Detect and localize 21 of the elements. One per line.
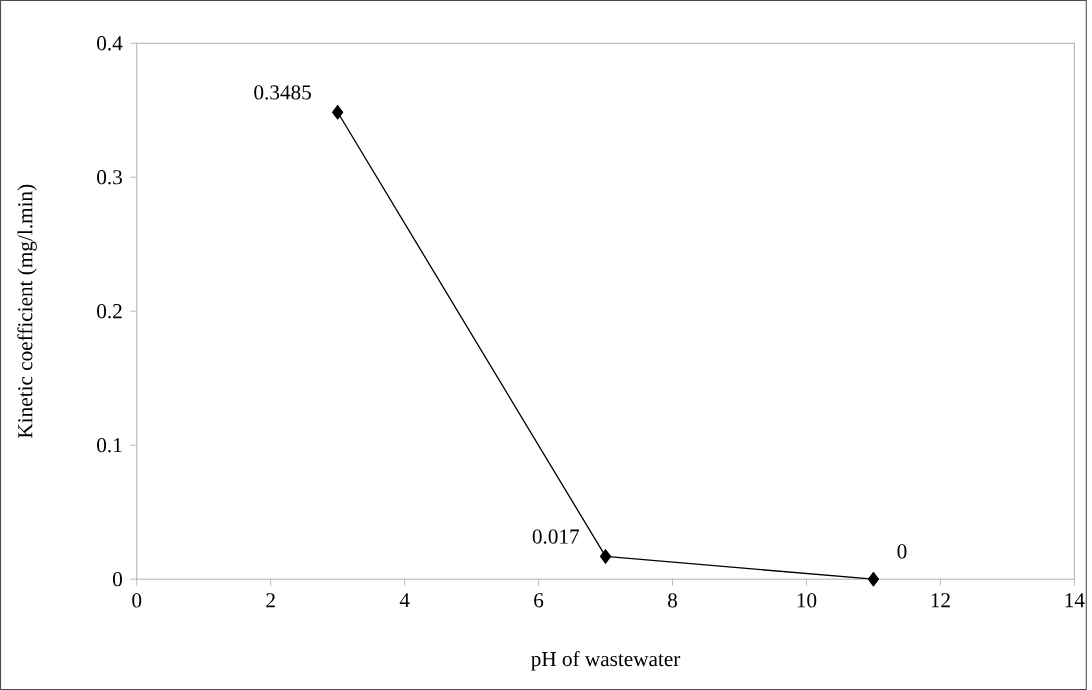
y-tick-label: 0.1 [97, 437, 122, 453]
x-tick-label: 2 [266, 593, 275, 608]
x-axis-title: pH of wastewater [531, 651, 681, 671]
x-tick-label: 14 [1065, 593, 1085, 608]
x-tick-label: 4 [399, 593, 410, 608]
x-tick-label: 12 [931, 593, 950, 608]
y-axis-title: Kinetic coefficient (mg/l.min) [17, 184, 37, 438]
y-tick-label: 0.4 [97, 36, 123, 51]
y-tick-label: 0 [112, 572, 122, 587]
data-label: 0 [897, 544, 907, 559]
x-tick-label: 0 [132, 593, 142, 608]
x-tick-label: 10 [797, 593, 817, 608]
point [599, 549, 612, 564]
y-tick-label: 0.2 [97, 304, 122, 319]
data-label: 0.017 [532, 529, 580, 544]
x-tick-label: 6 [534, 593, 544, 608]
point [867, 571, 880, 587]
data-label: 0.3485 [254, 85, 311, 100]
point [332, 104, 344, 120]
y-tick-label: 0.3 [97, 170, 122, 185]
x-tick-label: 8 [668, 593, 677, 608]
